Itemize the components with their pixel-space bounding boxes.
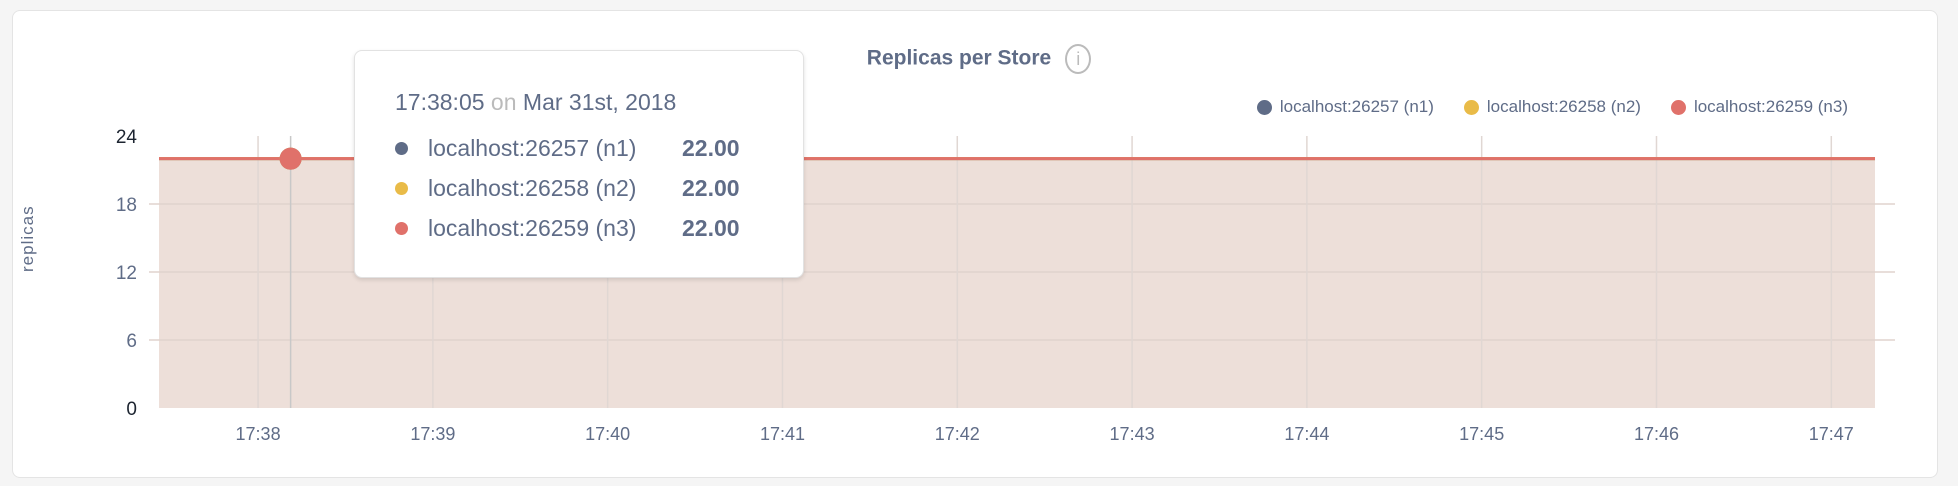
x-tick-label: 17:39 <box>410 424 455 444</box>
tooltip-row: localhost:26258 (n2) 22.00 <box>395 168 803 208</box>
legend-label: localhost:26258 (n2) <box>1486 97 1641 116</box>
x-tick-label: 17:38 <box>236 424 281 444</box>
tooltip-date: Mar 31st, 2018 <box>522 89 677 115</box>
tooltip-series-name: localhost:26257 (n1) <box>428 134 637 161</box>
hover-point[interactable] <box>279 147 302 170</box>
legend-dot-icon <box>1670 99 1686 115</box>
tooltip-row: localhost:26259 (n3) 22.00 <box>395 208 803 248</box>
tooltip-on: on <box>490 89 517 115</box>
y-tick-label: 0 <box>126 399 137 420</box>
tooltip-series-value: 22.00 <box>682 134 740 161</box>
x-tick-label: 17:44 <box>1284 424 1329 444</box>
tooltip-header: 17:38:05 on Mar 31st, 2018 <box>395 89 803 116</box>
tooltip-time: 17:38:05 <box>395 89 485 115</box>
legend-item[interactable]: localhost:26259 (n3) <box>1670 97 1848 117</box>
tooltip-row: localhost:26257 (n1) 22.00 <box>395 128 803 168</box>
legend-item[interactable]: localhost:26258 (n2) <box>1463 97 1641 117</box>
legend-label: localhost:26259 (n3) <box>1693 97 1848 116</box>
x-tick-label: 17:42 <box>935 424 980 444</box>
series-dot-icon <box>395 221 408 235</box>
x-tick-label: 17:41 <box>760 424 805 444</box>
series-dot-icon <box>395 141 408 155</box>
x-tick-label: 17:40 <box>585 424 630 444</box>
x-tick-label: 17:45 <box>1459 424 1504 444</box>
legend-label: localhost:26257 (n1) <box>1279 97 1434 116</box>
chart-title: Replicas per Store <box>866 46 1052 70</box>
x-tick-label: 17:46 <box>1634 424 1679 444</box>
tooltip-series-value: 22.00 <box>682 174 740 201</box>
y-tick-label: 12 <box>116 263 137 284</box>
legend-dot-icon <box>1463 99 1479 115</box>
legend: localhost:26257 (n1) localhost:26258 (n2)… <box>1256 97 1848 117</box>
chart-title-wrap: Replicas per Store i <box>0 44 1958 74</box>
x-tick-label: 17:47 <box>1809 424 1854 444</box>
tooltip-series-value: 22.00 <box>682 214 740 241</box>
y-tick-label: 24 <box>116 127 138 148</box>
y-axis-label: replicas <box>18 205 37 272</box>
x-tick-label: 17:43 <box>1110 424 1155 444</box>
series-dot-icon <box>395 181 408 195</box>
y-tick-label: 18 <box>116 195 137 216</box>
legend-dot-icon <box>1256 99 1272 115</box>
tooltip-series-name: localhost:26259 (n3) <box>428 214 637 241</box>
info-circle-icon[interactable]: i <box>1065 44 1092 74</box>
tooltip: 17:38:05 on Mar 31st, 2018 localhost:262… <box>354 50 804 278</box>
y-tick-label: 6 <box>126 331 137 352</box>
tooltip-series-name: localhost:26258 (n2) <box>428 174 637 201</box>
legend-item[interactable]: localhost:26257 (n1) <box>1256 97 1434 117</box>
